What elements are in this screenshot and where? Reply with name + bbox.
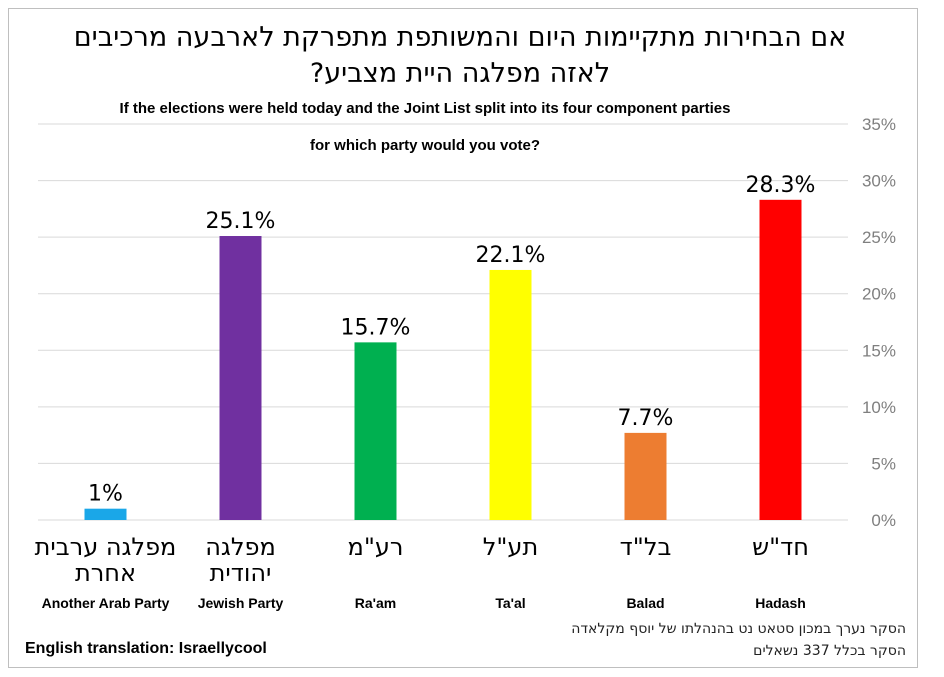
y-tick-label: 15% xyxy=(862,341,896,360)
category-label-english: Jewish Party xyxy=(198,595,284,611)
y-tick-label: 10% xyxy=(862,398,896,417)
data-label: 1% xyxy=(88,482,123,507)
bar xyxy=(489,269,532,520)
data-label: 22.1% xyxy=(476,243,546,268)
y-tick-label: 5% xyxy=(871,454,896,473)
category-label-english: Hadash xyxy=(755,595,806,611)
translation-credit: English translation: Israellycool xyxy=(25,640,267,657)
bar xyxy=(624,432,667,520)
bar xyxy=(84,508,127,520)
category-label-english: Another Arab Party xyxy=(42,595,170,611)
chart-title-hebrew-line2: לאזה מפלגה היית מצביע? xyxy=(309,58,611,89)
category-label-english: Ta'al xyxy=(495,595,525,611)
bar xyxy=(219,236,262,521)
category-label-hebrew: תע"ל xyxy=(483,533,538,561)
bar xyxy=(759,199,802,520)
data-label: 25.1% xyxy=(206,209,276,234)
chart-title-english-line2: for which party would you vote? xyxy=(309,137,540,154)
category-label-hebrew: בל"ד xyxy=(620,533,672,561)
y-tick-label: 30% xyxy=(862,172,896,191)
category-label-hebrew-line2: אחרת xyxy=(75,559,136,587)
chart-title-english-line1: If the elections were held today and the… xyxy=(119,100,731,117)
y-tick-label: 25% xyxy=(862,228,896,247)
data-label: 28.3% xyxy=(746,173,816,198)
category-label-english: Balad xyxy=(626,595,664,611)
survey-note-line1: הסקר נערך במכון סטאט נט בהנהלתו של יוסף … xyxy=(571,621,906,637)
data-label: 7.7% xyxy=(618,406,674,431)
y-tick-label: 20% xyxy=(862,285,896,304)
category-label-hebrew: מפלגה ערבית xyxy=(35,533,177,561)
y-tick-label: 35% xyxy=(862,115,896,134)
category-label-hebrew: חד"ש xyxy=(752,533,809,561)
chart-title-hebrew-line1: אם הבחירות מתקיימות היום והמשותפת מתפרקת… xyxy=(73,22,847,53)
category-label-hebrew: רע"מ xyxy=(348,533,404,561)
category-label-hebrew-line2: יהודית xyxy=(210,559,272,587)
chart-frame xyxy=(8,8,918,668)
bar xyxy=(354,342,397,520)
y-tick-label: 0% xyxy=(871,511,896,530)
data-label: 15.7% xyxy=(341,315,411,340)
category-label-english: Ra'am xyxy=(355,595,396,611)
survey-note-line2: הסקר בכלל 337 נשאלים xyxy=(753,643,906,659)
category-label-hebrew: מפלגה xyxy=(205,533,276,561)
